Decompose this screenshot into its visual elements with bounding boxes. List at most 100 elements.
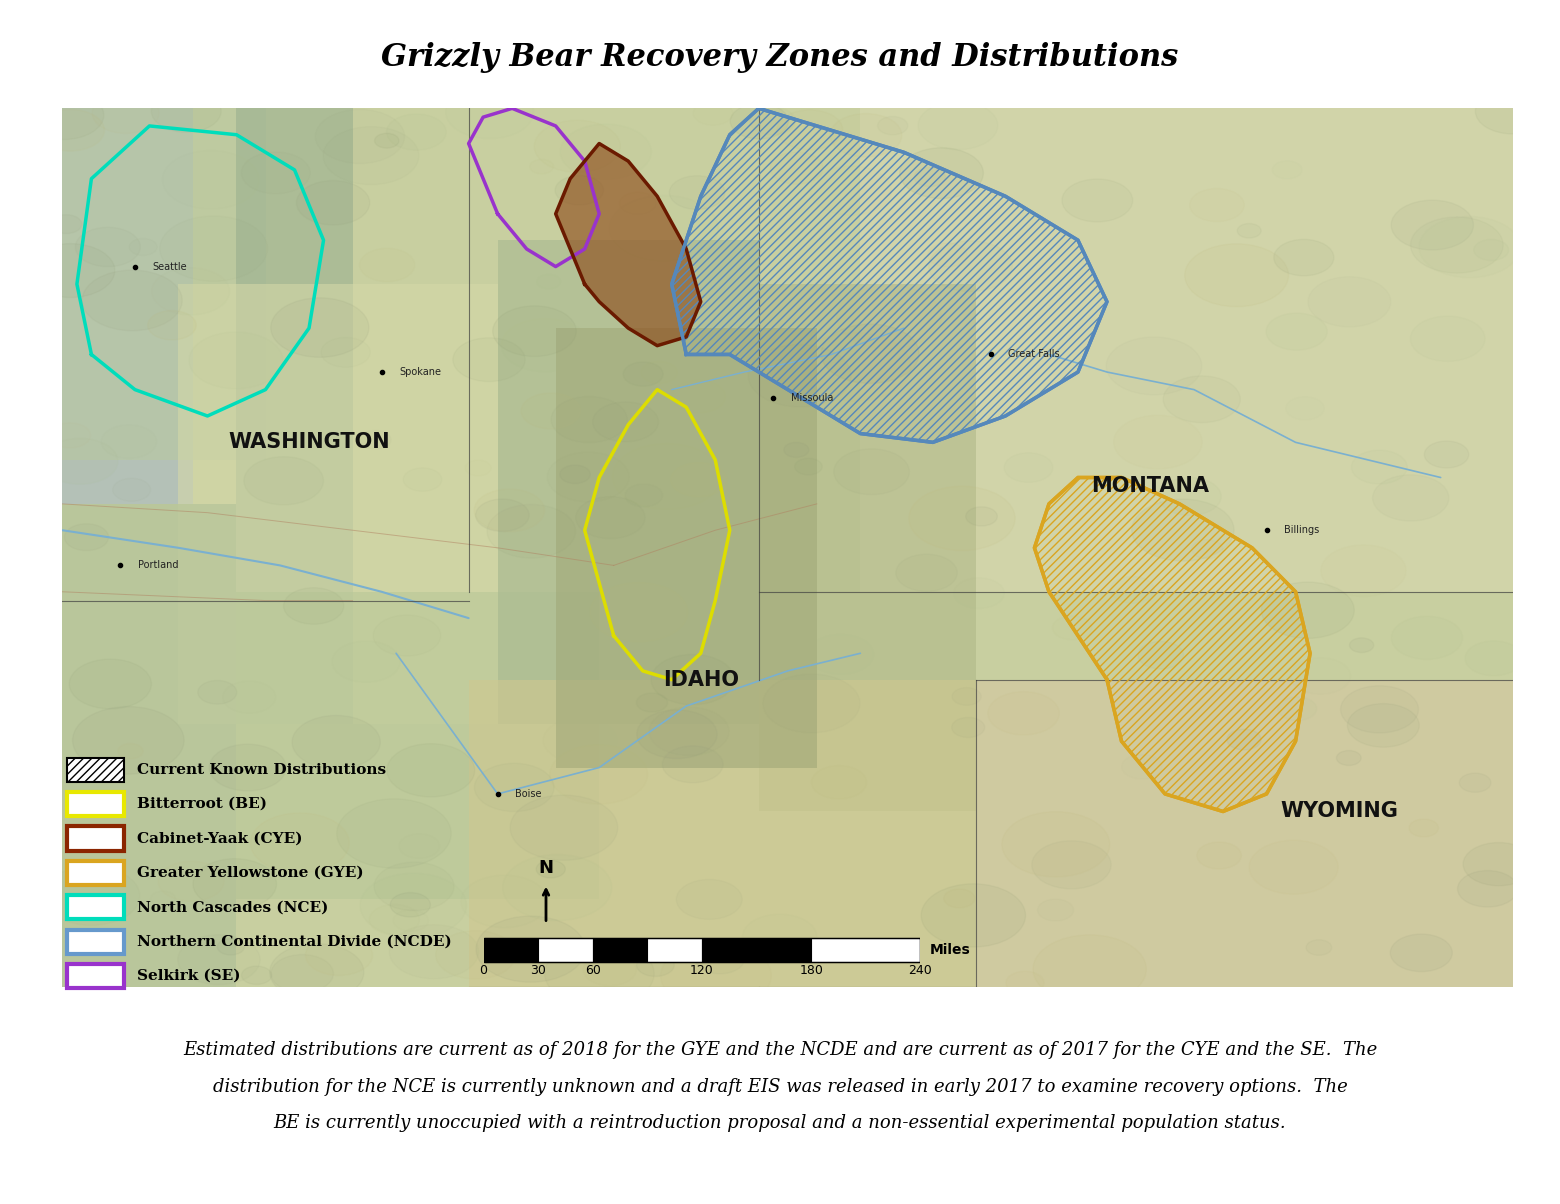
Circle shape [1278,697,1317,720]
Circle shape [251,813,349,873]
Circle shape [660,942,771,1009]
Circle shape [73,707,184,774]
Circle shape [284,588,343,624]
Text: Spokane: Spokane [399,367,441,377]
Bar [237,592,599,899]
Circle shape [900,148,983,199]
Text: Cabinet-Yaak (CYE): Cabinet-Yaak (CYE) [137,832,303,845]
Circle shape [952,687,981,706]
Circle shape [987,691,1059,734]
Circle shape [151,267,229,315]
Text: Estimated distributions are current as of 2018 for the GYE and the NCDE and are : Estimated distributions are current as o… [183,1041,1377,1060]
Circle shape [808,635,874,674]
Circle shape [75,228,140,266]
Bar [811,938,920,962]
Bar [555,329,817,768]
Circle shape [510,795,618,860]
Bar [484,938,920,962]
Circle shape [1111,577,1154,603]
Circle shape [1349,638,1374,653]
Circle shape [178,934,261,985]
Circle shape [83,270,183,331]
Circle shape [151,90,222,132]
Circle shape [666,636,733,675]
Circle shape [69,659,151,709]
Text: Seattle: Seattle [153,261,187,272]
Polygon shape [555,143,700,346]
Text: Northern Continental Divide (NCDE): Northern Continental Divide (NCDE) [137,934,451,949]
Circle shape [193,858,276,909]
Text: Miles: Miles [930,943,970,957]
Circle shape [27,243,115,297]
Bar [861,108,1513,592]
Circle shape [476,498,529,531]
Bar [647,938,702,962]
Circle shape [966,507,997,526]
Text: 0: 0 [479,964,488,978]
Bar [62,108,265,460]
Circle shape [750,107,796,135]
Bar [237,108,353,724]
Circle shape [36,110,105,152]
Circle shape [537,275,560,289]
Circle shape [1005,453,1053,483]
Circle shape [555,176,604,205]
Circle shape [270,944,363,1001]
FancyBboxPatch shape [67,757,123,781]
Circle shape [1031,840,1111,889]
Text: Portland: Portland [137,560,178,571]
Bar [593,938,647,962]
Circle shape [1275,240,1334,276]
Circle shape [636,694,668,712]
Circle shape [922,884,1025,948]
Circle shape [1463,843,1535,886]
Circle shape [560,465,590,484]
Circle shape [1033,934,1147,1003]
Text: IDAHO: IDAHO [663,669,739,690]
Circle shape [783,442,808,458]
Circle shape [359,248,415,282]
Text: Current Known Distributions: Current Known Distributions [137,762,385,777]
Circle shape [895,554,958,591]
Circle shape [593,402,658,442]
Circle shape [909,486,1016,550]
Circle shape [198,680,237,704]
Circle shape [1306,940,1332,955]
Text: 240: 240 [908,964,933,978]
Circle shape [1337,750,1362,766]
Circle shape [590,583,688,642]
Text: WASHINGTON: WASHINGTON [228,432,390,453]
Text: 60: 60 [585,964,601,978]
Text: 30: 30 [530,964,546,978]
Circle shape [487,504,576,559]
Circle shape [663,746,724,783]
Circle shape [1250,840,1338,895]
Circle shape [374,134,399,148]
Circle shape [452,338,526,382]
Circle shape [1164,376,1240,423]
Circle shape [1476,89,1551,134]
Circle shape [1226,730,1260,750]
Circle shape [669,176,725,209]
Circle shape [390,892,431,917]
FancyBboxPatch shape [67,826,123,850]
Circle shape [1465,641,1523,675]
Bar [178,284,498,724]
Bar [977,680,1513,987]
Bar [62,108,193,503]
Circle shape [119,744,144,759]
Circle shape [878,117,908,135]
Circle shape [811,766,867,799]
Circle shape [730,104,788,138]
Circle shape [1424,441,1470,468]
Bar [538,938,593,962]
Circle shape [1159,478,1221,515]
Text: Greater Yellowstone (GYE): Greater Yellowstone (GYE) [137,866,363,880]
Text: Bitterroot (BE): Bitterroot (BE) [137,797,267,811]
Circle shape [671,462,727,497]
Circle shape [64,524,109,550]
Circle shape [619,193,657,214]
Circle shape [242,966,271,985]
Circle shape [446,85,534,138]
Circle shape [743,914,817,960]
